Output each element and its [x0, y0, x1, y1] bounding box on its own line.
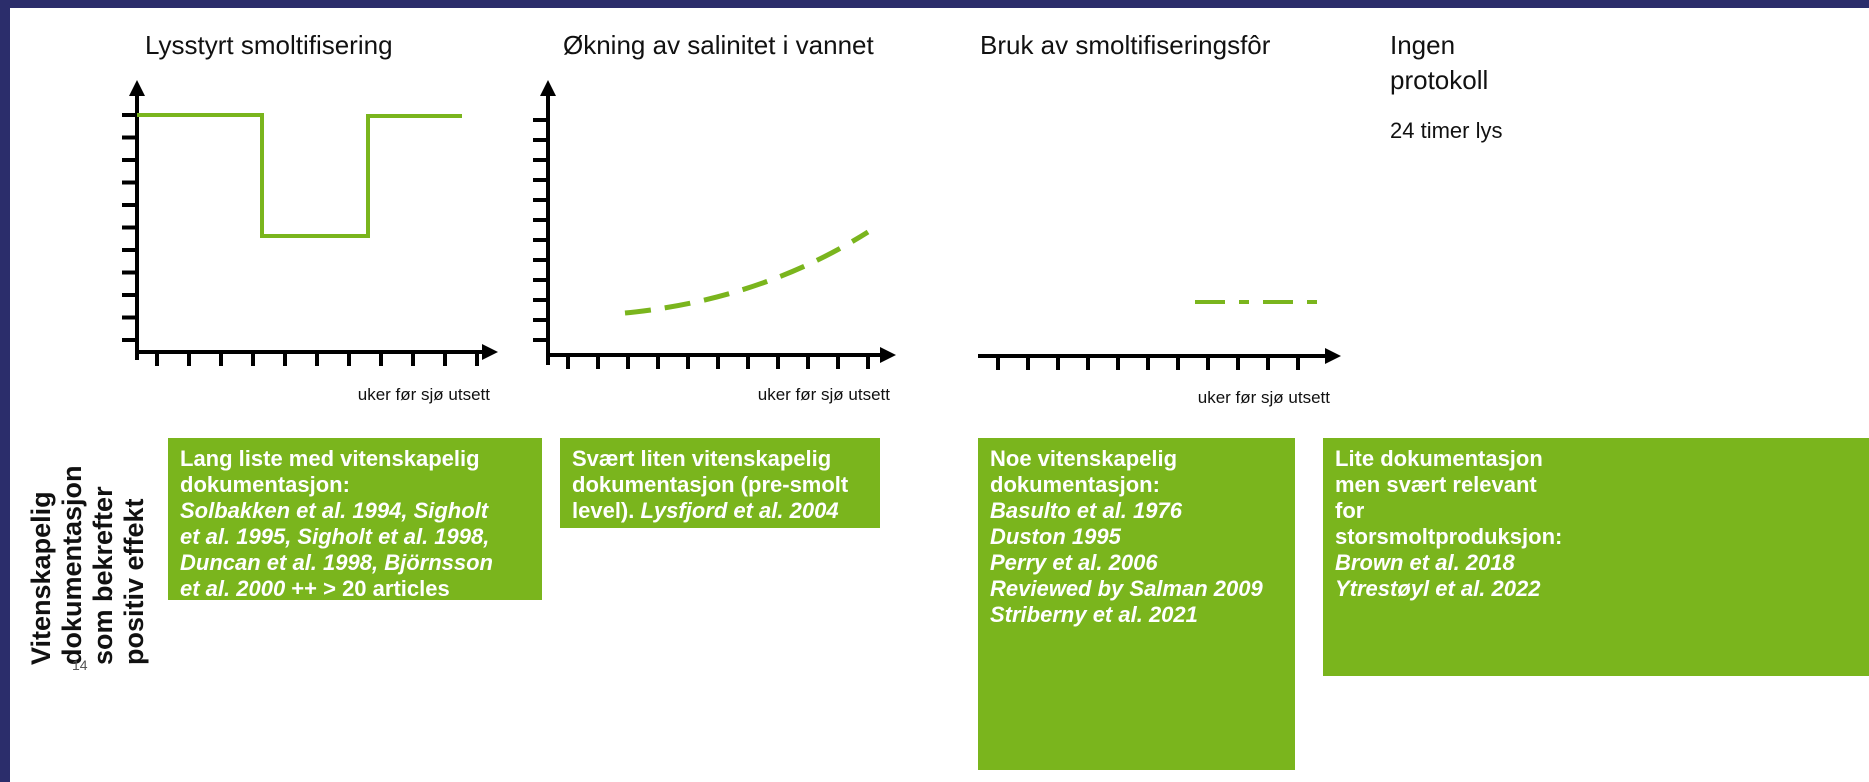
box-text: dokumentasjon:	[180, 472, 350, 497]
light-curve	[137, 113, 462, 238]
axis-label: uker før sjø utsett	[758, 385, 891, 404]
box-line: Duston 1995	[990, 524, 1122, 549]
axis-label: uker før sjø utsett	[1198, 388, 1331, 407]
box-line: Lang liste med vitenskapelig	[180, 446, 480, 471]
box-text: men svært relevant	[1335, 472, 1537, 497]
box-line: Svært liten vitenskapelig	[572, 446, 831, 471]
box-line: Striberny et al. 2021	[990, 602, 1198, 627]
panel-title: protokoll	[1390, 65, 1488, 95]
box-line: Duncan et al. 1998, Björnsson	[180, 550, 493, 575]
evidence-box	[1323, 438, 1869, 676]
page-number: 14	[72, 657, 88, 673]
box-text: dokumentasjon (pre-smolt	[572, 472, 849, 497]
box-text: Perry et al. 2006	[990, 550, 1158, 575]
box-line: dokumentasjon:	[990, 472, 1160, 497]
evidence-box	[560, 438, 880, 528]
box-line: dokumentasjon:	[180, 472, 350, 497]
box-text: Brown et al. 2018	[1335, 550, 1516, 575]
box-line: men svært relevant	[1335, 472, 1537, 497]
side-label: positiv effekt	[119, 498, 149, 665]
box-line: Ytrestøyl et al. 2022	[1335, 576, 1541, 601]
panel-title: Økning av salinitet i vannet	[563, 30, 875, 60]
box-text: Striberny et al. 2021	[990, 602, 1198, 627]
box-line: Solbakken et al. 1994, Sigholt	[180, 498, 490, 523]
box-line: Basulto et al. 1976	[990, 498, 1183, 523]
box-text: et al. 2000	[180, 576, 286, 601]
box-line: storsmoltproduksjon:	[1335, 524, 1562, 549]
box-line: Perry et al. 2006	[990, 550, 1158, 575]
side-label: Vitenskapelig	[26, 491, 56, 665]
box-line: et al. 2000 ++ > 20 articles	[180, 576, 450, 601]
evidence-box	[168, 438, 542, 600]
panel-title: Ingen	[1390, 30, 1455, 60]
panel-title: Lysstyrt smoltifisering	[145, 30, 393, 60]
box-line: Brown et al. 2018	[1335, 550, 1516, 575]
ticks	[122, 113, 1300, 370]
box-text: Reviewed by Salman 2009	[990, 576, 1263, 601]
box-text: level).	[572, 498, 640, 523]
box-line: Lite dokumentasjon	[1335, 446, 1543, 471]
box-line: for	[1335, 498, 1365, 523]
box-text: dokumentasjon:	[990, 472, 1160, 497]
evidence-box	[978, 438, 1295, 770]
box-text: ++ > 20 articles	[285, 576, 450, 601]
box-text: Solbakken et al. 1994, Sigholt	[180, 498, 490, 523]
box-line: dokumentasjon (pre-smolt	[572, 472, 849, 497]
axis-label: uker før sjø utsett	[358, 385, 491, 404]
side-label: dokumentasjon	[57, 465, 87, 665]
note: 24 timer lys	[1390, 118, 1502, 143]
box-text: for	[1335, 498, 1365, 523]
box-line: et al. 1995, Sigholt et al. 1998,	[180, 524, 489, 549]
box-line: Reviewed by Salman 2009	[990, 576, 1263, 601]
box-text: Lang liste med vitenskapelig	[180, 446, 480, 471]
box-text: Svært liten vitenskapelig	[572, 446, 831, 471]
box-text: Noe vitenskapelig	[990, 446, 1177, 471]
salinity-curve	[624, 229, 870, 316]
box-text: Basulto et al. 1976	[990, 498, 1183, 523]
box-line: level). Lysfjord et al. 2004	[572, 498, 839, 523]
panel-title: Bruk av smoltifiseringsfôr	[980, 30, 1271, 60]
box-line: Noe vitenskapelig	[990, 446, 1177, 471]
side-label: som bekrefter	[88, 486, 118, 665]
box-text: et al. 1995, Sigholt et al. 1998,	[180, 524, 489, 549]
box-text: Lite dokumentasjon	[1335, 446, 1543, 471]
box-text: Ytrestøyl et al. 2022	[1335, 576, 1541, 601]
box-text: Lysfjord et al. 2004	[640, 498, 838, 523]
box-text: Duston 1995	[990, 524, 1122, 549]
box-text: Duncan et al. 1998, Björnsson	[180, 550, 493, 575]
box-text: storsmoltproduksjon:	[1335, 524, 1562, 549]
